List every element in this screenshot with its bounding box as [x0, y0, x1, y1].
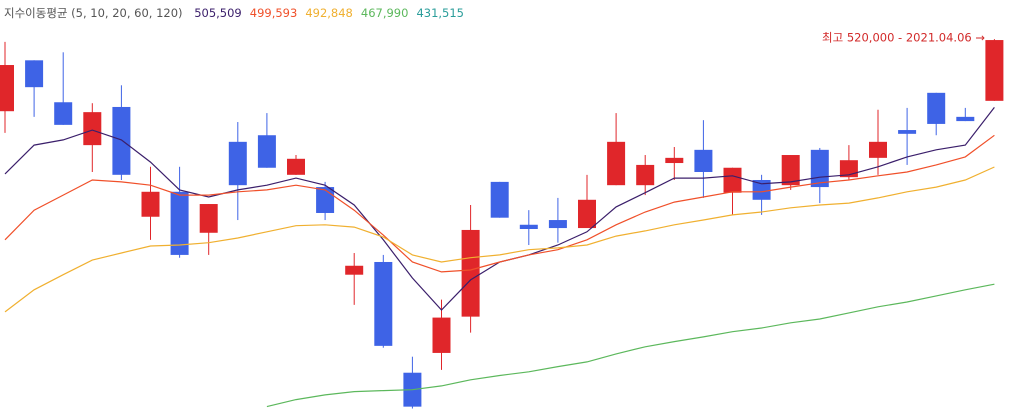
candle-body	[287, 158, 305, 175]
candle-body	[810, 149, 829, 188]
candle-body	[83, 112, 102, 146]
candle-body	[54, 102, 73, 125]
candle-body	[781, 155, 800, 186]
candle-body	[228, 141, 247, 186]
legend-value: 431,515	[416, 6, 464, 20]
candle-body	[345, 265, 364, 275]
legend: 지수이동평균 (5, 10, 20, 60, 120) 505,509 499,5…	[4, 6, 464, 20]
candle-body	[839, 160, 858, 178]
candle-body	[607, 141, 626, 186]
candle-body	[490, 181, 509, 218]
candle-body	[0, 65, 14, 112]
candle-body	[636, 164, 655, 186]
candle-body	[694, 149, 713, 172]
legend-value: 499,593	[250, 6, 298, 20]
candle-body	[25, 60, 44, 88]
candle-body	[548, 220, 567, 229]
candle-body	[723, 167, 742, 193]
candle-body	[869, 141, 887, 158]
candle-body	[461, 229, 480, 317]
candle-body	[257, 135, 276, 168]
candle-body	[432, 317, 451, 353]
legend-value: 505,509	[194, 6, 242, 20]
legend-title: 지수이동평균 (5, 10, 20, 60, 120)	[4, 6, 183, 20]
moving-average-line	[4, 166, 995, 313]
candle-body	[170, 191, 189, 255]
legend-value: 467,990	[361, 6, 409, 20]
plot-area	[0, 39, 1004, 409]
high-annotation: 최고 520,000 - 2021.04.06 →	[822, 31, 985, 45]
candle-body	[665, 157, 684, 164]
candle-body	[985, 40, 1004, 101]
candle-body	[578, 199, 596, 229]
candle-body	[927, 92, 946, 124]
candle-body	[112, 106, 131, 175]
legend-value: 492,848	[305, 6, 353, 20]
candle-body	[199, 204, 218, 233]
candle-body	[141, 191, 160, 217]
moving-average-line	[266, 283, 995, 408]
candle-body	[519, 224, 538, 230]
candle-body	[898, 130, 917, 134]
candle-body	[752, 179, 771, 200]
candle-body	[374, 261, 393, 346]
moving-average-line	[4, 134, 995, 273]
candle-body	[316, 187, 335, 213]
candle-body	[956, 116, 975, 122]
